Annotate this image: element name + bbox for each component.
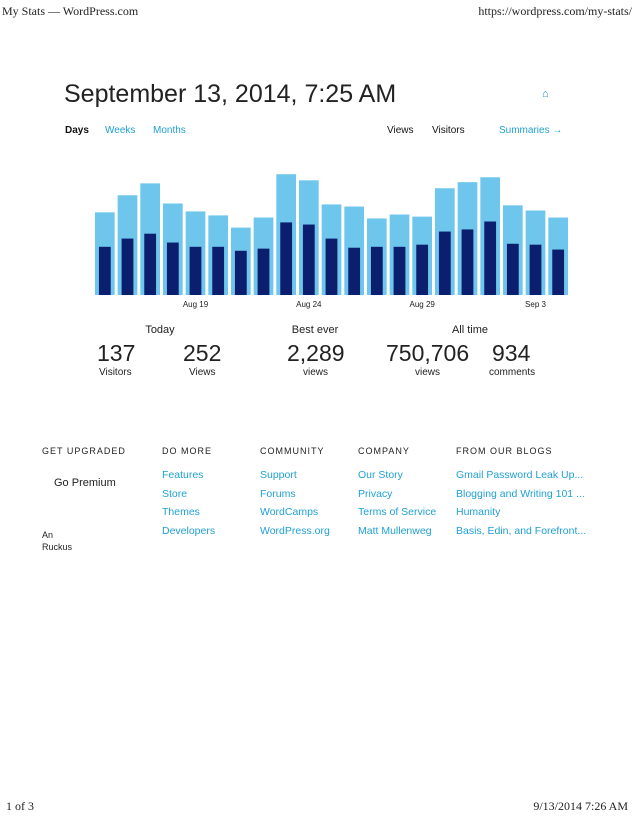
- x-tick-label: Aug 29: [409, 300, 435, 309]
- best-heading: Best ever: [291, 324, 339, 336]
- go-premium-button[interactable]: Go Premium: [54, 477, 116, 489]
- footer-link[interactable]: Our Story: [358, 469, 403, 481]
- visitors-bar[interactable]: [529, 244, 542, 295]
- visitors-bar[interactable]: [552, 249, 565, 295]
- tab-months[interactable]: Months: [153, 125, 186, 136]
- get-upgraded-heading: GET UPGRADED: [42, 446, 126, 456]
- footer-note-1: An: [42, 530, 54, 540]
- visitors-bar[interactable]: [438, 231, 451, 295]
- footer-heading: COMPANY: [358, 446, 410, 456]
- visitors-bar[interactable]: [370, 246, 383, 295]
- visitors-bar[interactable]: [393, 246, 406, 295]
- footer-heading: DO MORE: [162, 446, 213, 456]
- print-page-number: 1 of 3: [6, 799, 34, 813]
- visitors-bar[interactable]: [212, 246, 225, 295]
- best-views-label: views: [303, 367, 329, 378]
- footer-link[interactable]: Support: [260, 469, 297, 481]
- visitors-bar[interactable]: [461, 229, 474, 295]
- visitors-bar[interactable]: [280, 222, 293, 295]
- x-tick-label: Aug 19: [183, 300, 209, 309]
- page-title: September 13, 2014, 7:25 AM: [64, 80, 397, 108]
- stats-bar-chart: Aug 19 Aug 24 Aug 29 Sep 3: [95, 174, 568, 309]
- footer-link[interactable]: Privacy: [358, 487, 393, 500]
- footer-link[interactable]: Features: [162, 469, 204, 481]
- alltime-comments-label: comments: [489, 367, 536, 378]
- visitors-bar[interactable]: [234, 250, 247, 295]
- x-tick-label: Sep 3: [525, 300, 546, 309]
- visitors-bar[interactable]: [506, 243, 519, 295]
- tab-weeks[interactable]: Weeks: [105, 125, 136, 136]
- footer-link[interactable]: WordPress.org: [260, 525, 330, 538]
- footer-link[interactable]: Blogging and Writing 101 ...: [456, 487, 585, 500]
- footer-link[interactable]: Humanity: [456, 506, 501, 519]
- best-views-value: 2,289: [287, 340, 345, 366]
- today-visitors-value: 137: [97, 340, 136, 366]
- footer-link[interactable]: Store: [162, 487, 188, 500]
- footer-heading: FROM OUR BLOGS: [456, 446, 553, 456]
- footer-link[interactable]: WordCamps: [260, 506, 319, 519]
- visitors-bar[interactable]: [166, 242, 179, 295]
- print-page-title: My Stats — WordPress.com: [2, 4, 139, 18]
- visitors-bar[interactable]: [416, 244, 429, 295]
- footer-link[interactable]: Themes: [162, 506, 200, 519]
- today-views-label: Views: [189, 367, 216, 378]
- summaries-link[interactable]: Summaries →: [499, 125, 563, 136]
- today-visitors-label: Visitors: [99, 367, 132, 378]
- footer-link[interactable]: Developers: [162, 525, 216, 538]
- visitors-bar[interactable]: [98, 246, 111, 295]
- tab-days[interactable]: Days: [65, 125, 89, 136]
- visitors-bar[interactable]: [189, 246, 202, 295]
- footer-link[interactable]: Basis, Edin, and Forefront...: [456, 525, 587, 538]
- visitors-bar[interactable]: [484, 221, 497, 295]
- visitors-bar[interactable]: [302, 224, 315, 295]
- visitors-bar[interactable]: [325, 238, 338, 295]
- x-tick-label: Aug 24: [296, 300, 322, 309]
- footer-link[interactable]: Forums: [260, 487, 296, 500]
- footer-link[interactable]: Matt Mullenweg: [358, 525, 432, 538]
- alltime-views-label: views: [415, 367, 441, 378]
- visitors-bar[interactable]: [144, 233, 157, 295]
- footer-link[interactable]: Terms of Service: [358, 506, 437, 519]
- print-page-url: https://wordpress.com/my-stats/: [478, 4, 632, 18]
- toggle-views[interactable]: Views: [387, 125, 414, 136]
- footer-heading: COMMUNITY: [260, 446, 325, 456]
- today-heading: Today: [145, 324, 175, 336]
- alltime-views-value: 750,706: [386, 340, 470, 366]
- footer-note-2: Ruckus: [42, 542, 73, 552]
- visitors-bar[interactable]: [257, 248, 270, 295]
- home-icon[interactable]: ⌂: [542, 88, 549, 100]
- today-views-value: 252: [183, 340, 222, 366]
- footer-link[interactable]: Gmail Password Leak Up...: [456, 469, 584, 481]
- alltime-comments-value: 934: [492, 340, 531, 366]
- alltime-heading: All time: [451, 324, 489, 336]
- visitors-bar[interactable]: [121, 238, 134, 295]
- print-datetime: 9/13/2014 7:26 AM: [533, 799, 628, 813]
- visitors-bar[interactable]: [348, 247, 361, 295]
- toggle-visitors[interactable]: Visitors: [432, 125, 465, 136]
